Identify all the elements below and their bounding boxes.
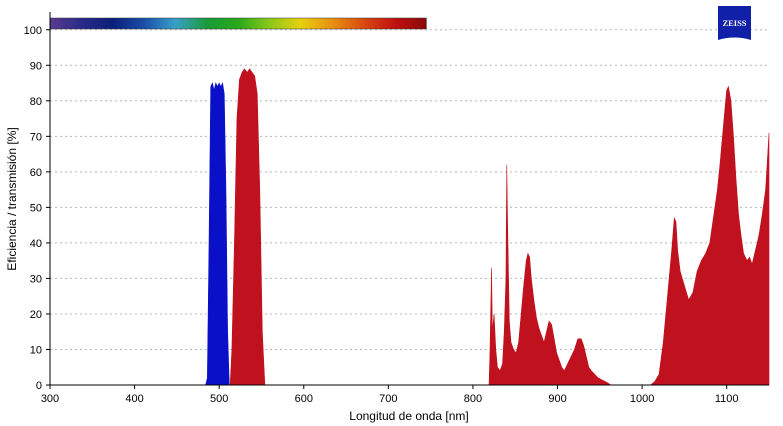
y-tick-label: 0	[36, 380, 42, 392]
grid-lines	[50, 29, 769, 350]
x-tick-label: 1100	[715, 393, 739, 405]
y-tick-label: 20	[30, 309, 42, 321]
x-axis-title: Longitud de onda [nm]	[349, 409, 468, 423]
y-tick-label: 100	[24, 25, 42, 37]
x-tick-label: 400	[125, 393, 143, 405]
y-tick-label: 30	[30, 273, 42, 285]
y-tick-label: 10	[30, 344, 42, 356]
y-tick-label: 90	[30, 60, 42, 72]
series-area-2	[229, 68, 266, 386]
y-tick-label: 70	[30, 131, 42, 143]
x-tick-label: 300	[41, 393, 59, 405]
data-series	[205, 68, 770, 386]
zeiss-logo: ZEISS	[718, 6, 751, 40]
y-axis-title: Eficiencia / transmisión [%]	[5, 127, 19, 270]
series-area-4	[649, 85, 770, 386]
tick-labels: 0 10 20 30 40 50 60 70 80 90 100 300 400 500 600 700 800…	[24, 25, 739, 405]
x-tick-label: 1000	[630, 393, 654, 405]
axes	[49, 12, 769, 386]
spectrum-color-bar	[49, 17, 427, 30]
x-tick-label: 700	[379, 393, 397, 405]
x-tick-label: 600	[295, 393, 313, 405]
y-tick-label: 40	[30, 238, 42, 250]
y-tick-label: 80	[30, 96, 42, 108]
x-tick-label: 800	[464, 393, 482, 405]
x-tick-label: 500	[210, 393, 228, 405]
zeiss-logo-text: ZEISS	[722, 18, 746, 28]
y-tick-label: 50	[30, 202, 42, 214]
zeiss-logo-badge	[718, 6, 751, 40]
y-tick-label: 60	[30, 167, 42, 179]
series-area-3	[488, 164, 612, 386]
spectrum-gradient	[49, 17, 427, 30]
x-tick-label: 900	[548, 393, 566, 405]
series-area-1	[205, 82, 230, 386]
